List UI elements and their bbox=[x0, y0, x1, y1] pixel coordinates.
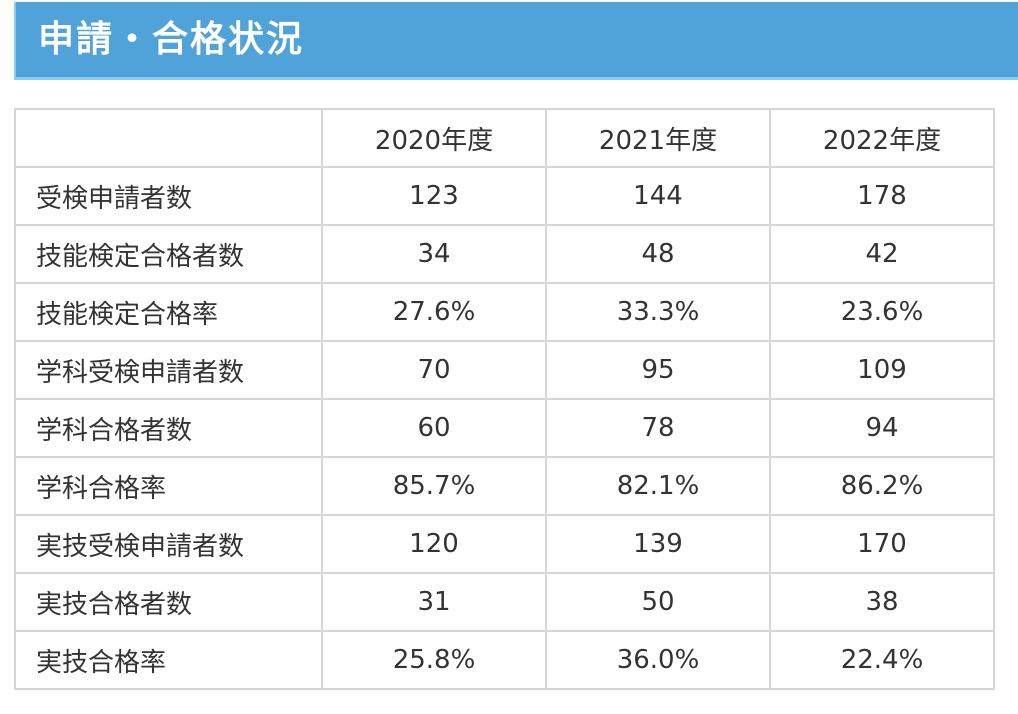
section-header: 申請・合格状況 bbox=[14, 2, 1018, 80]
table-header-row: 2020年度 2021年度 2022年度 bbox=[14, 108, 995, 168]
table-row: 受検申請者数 123 144 178 bbox=[14, 166, 995, 226]
row-label: 技能検定合格率 bbox=[14, 282, 323, 342]
table-row: 技能検定合格者数 34 48 42 bbox=[14, 224, 995, 284]
year-header-2021: 2021年度 bbox=[545, 108, 771, 168]
row-label: 学科受検申請者数 bbox=[14, 340, 323, 400]
table-cell: 38 bbox=[769, 572, 995, 632]
table-row: 実技合格者数 31 50 38 bbox=[14, 572, 995, 632]
row-label: 実技合格者数 bbox=[14, 572, 323, 632]
table-cell: 31 bbox=[321, 572, 547, 632]
table-cell: 82.1% bbox=[545, 456, 771, 516]
table-cell: 34 bbox=[321, 224, 547, 284]
section-title: 申請・合格状況 bbox=[38, 18, 305, 60]
row-label: 受検申請者数 bbox=[14, 166, 323, 226]
row-label: 実技合格率 bbox=[14, 630, 323, 690]
table-cell: 139 bbox=[545, 514, 771, 574]
table-cell: 33.3% bbox=[545, 282, 771, 342]
table-cell: 85.7% bbox=[321, 456, 547, 516]
table-cell: 60 bbox=[321, 398, 547, 458]
table-cell: 50 bbox=[545, 572, 771, 632]
table-cell: 23.6% bbox=[769, 282, 995, 342]
table-cell: 86.2% bbox=[769, 456, 995, 516]
table-cell: 22.4% bbox=[769, 630, 995, 690]
table-row: 学科合格率 85.7% 82.1% 86.2% bbox=[14, 456, 995, 516]
table-corner-cell bbox=[14, 108, 323, 168]
table-cell: 25.8% bbox=[321, 630, 547, 690]
status-table: 2020年度 2021年度 2022年度 受検申請者数 123 144 178 … bbox=[14, 108, 995, 690]
table-cell: 94 bbox=[769, 398, 995, 458]
year-header-2020: 2020年度 bbox=[321, 108, 547, 168]
table-cell: 144 bbox=[545, 166, 771, 226]
table-cell: 70 bbox=[321, 340, 547, 400]
table-row: 学科受検申請者数 70 95 109 bbox=[14, 340, 995, 400]
table-cell: 95 bbox=[545, 340, 771, 400]
table-cell: 170 bbox=[769, 514, 995, 574]
table-cell: 42 bbox=[769, 224, 995, 284]
year-header-2022: 2022年度 bbox=[769, 108, 995, 168]
table-cell: 123 bbox=[321, 166, 547, 226]
table-row: 技能検定合格率 27.6% 33.3% 23.6% bbox=[14, 282, 995, 342]
table-cell: 78 bbox=[545, 398, 771, 458]
table-cell: 36.0% bbox=[545, 630, 771, 690]
table-row: 実技受検申請者数 120 139 170 bbox=[14, 514, 995, 574]
table-cell: 109 bbox=[769, 340, 995, 400]
table-cell: 48 bbox=[545, 224, 771, 284]
row-label: 学科合格率 bbox=[14, 456, 323, 516]
table-container: 2020年度 2021年度 2022年度 受検申請者数 123 144 178 … bbox=[14, 108, 995, 690]
table-row: 実技合格率 25.8% 36.0% 22.4% bbox=[14, 630, 995, 690]
row-label: 技能検定合格者数 bbox=[14, 224, 323, 284]
table-row: 学科合格者数 60 78 94 bbox=[14, 398, 995, 458]
table-cell: 178 bbox=[769, 166, 995, 226]
row-label: 学科合格者数 bbox=[14, 398, 323, 458]
table-cell: 27.6% bbox=[321, 282, 547, 342]
row-label: 実技受検申請者数 bbox=[14, 514, 323, 574]
table-cell: 120 bbox=[321, 514, 547, 574]
